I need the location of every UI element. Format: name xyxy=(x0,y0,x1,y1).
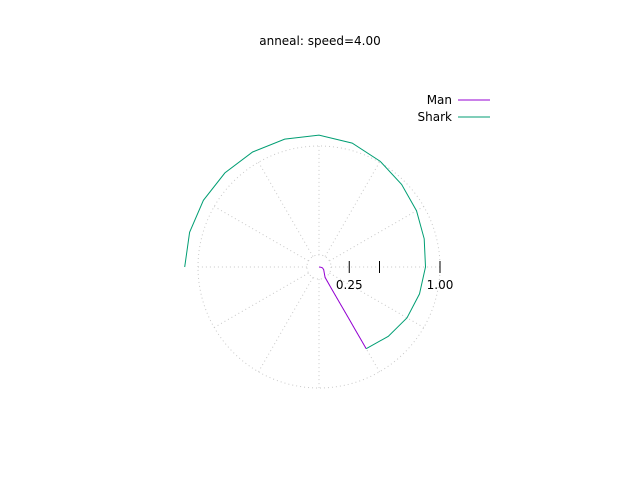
legend-label-man: Man xyxy=(427,93,452,107)
series-man-line xyxy=(318,266,367,349)
chart-title: anneal: speed=4.00 xyxy=(259,34,381,48)
r-tick-label: 0.25 xyxy=(336,278,363,292)
r-tick-label: 1.00 xyxy=(427,278,454,292)
grid-spoke xyxy=(258,277,314,373)
grid-spoke xyxy=(213,206,309,262)
grid-spoke xyxy=(329,206,425,262)
radial-axis: 0.25 1.00 xyxy=(336,261,453,292)
grid-spoke xyxy=(213,272,309,328)
legend: Man Shark xyxy=(418,93,490,124)
grid-spoke xyxy=(324,161,380,257)
grid-spoke xyxy=(258,161,314,257)
legend-label-shark: Shark xyxy=(418,110,453,124)
series-shark-line xyxy=(184,134,427,350)
series-layer xyxy=(184,134,427,350)
